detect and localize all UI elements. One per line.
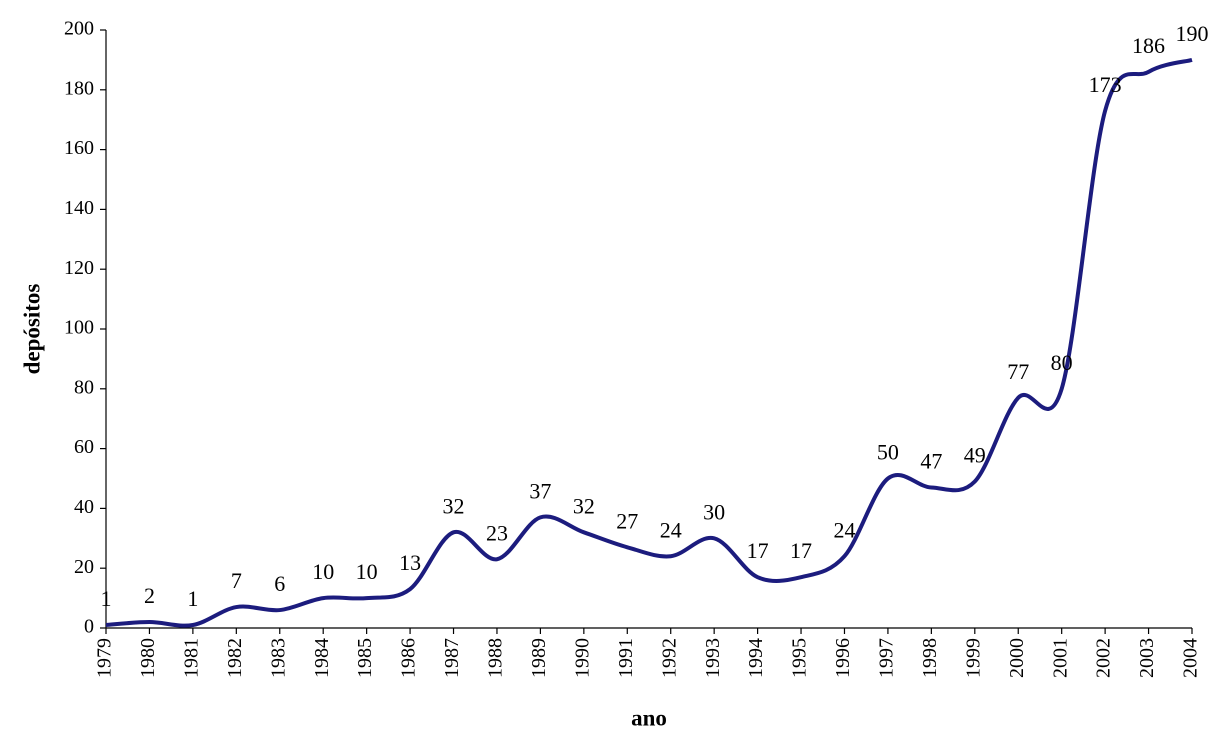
data-label: 47 [920,449,942,474]
x-tick-label: 1989 [528,638,550,678]
x-tick-label: 1981 [180,638,202,678]
line [105,57,1193,628]
data-label: 37 [529,478,551,503]
data-label: 80 [1051,350,1073,375]
data-label: 1 [101,586,112,611]
y-tick-label: 60 [74,436,94,458]
x-tick-label: 1995 [789,638,811,678]
x-tick-label: 2003 [1136,638,1158,678]
data-label: 32 [573,493,595,518]
data-label: 23 [486,520,508,545]
x-tick-label: 1993 [702,638,724,678]
data-label: 10 [312,559,334,584]
data-label: 7 [231,568,242,593]
y-tick-label: 80 [74,376,94,398]
y-tick-label: 160 [64,137,94,159]
x-tick-label: 1988 [485,638,507,678]
y-tick-label: 0 [84,616,94,638]
y-tick-label: 100 [64,317,94,339]
x-tick-label: 1986 [398,638,420,678]
data-label: 50 [877,440,899,465]
data-label: 13 [399,550,421,575]
y-tick-label: 40 [74,496,94,518]
x-tick-label: 1987 [441,638,463,678]
x-tick-label: 1985 [354,638,376,678]
x-tick-label: 1992 [658,638,680,678]
x-tick-label: 2002 [1093,638,1115,678]
data-label: 6 [274,571,285,596]
y-tick-label: 140 [64,197,94,219]
y-axis-label: depósitos [19,284,44,375]
x-tick-label: 1990 [571,638,593,678]
data-label: 186 [1132,33,1165,58]
data-label: 24 [833,517,855,542]
x-tick-label: 2004 [1180,638,1202,678]
data-label: 2 [144,583,155,608]
x-tick-label: 1980 [137,638,159,678]
data-label: 10 [356,559,378,584]
data-label: 30 [703,499,725,524]
y-tick-label: 180 [64,77,94,99]
y-tick-label: 120 [64,257,94,279]
data-label: 190 [1176,21,1209,46]
data-label: 49 [964,443,986,468]
data-label: 24 [660,517,682,542]
x-axis-label: ano [631,705,667,730]
data-label: 1 [187,586,198,611]
x-tick-label: 2001 [1049,638,1071,678]
y-tick-label: 20 [74,556,94,578]
data-label: 17 [747,538,769,563]
x-tick-label: 1982 [224,638,246,678]
x-tick-label: 1983 [267,638,289,678]
x-tick-label: 1998 [919,638,941,678]
data-label: 27 [616,508,638,533]
data-label: 17 [790,538,812,563]
x-tick-label: 1991 [615,638,637,678]
data-label: 77 [1007,359,1029,384]
x-tick-label: 1997 [876,638,898,678]
data-label: 173 [1089,72,1122,97]
data-label: 32 [443,493,465,518]
x-tick-label: 1984 [311,638,333,678]
x-tick-label: 1999 [962,638,984,678]
x-tick-label: 1994 [745,638,767,678]
x-tick-label: 1979 [94,638,116,678]
x-tick-label: 1996 [832,638,854,678]
x-tick-label: 2000 [1006,638,1028,678]
y-tick-label: 200 [64,18,94,40]
